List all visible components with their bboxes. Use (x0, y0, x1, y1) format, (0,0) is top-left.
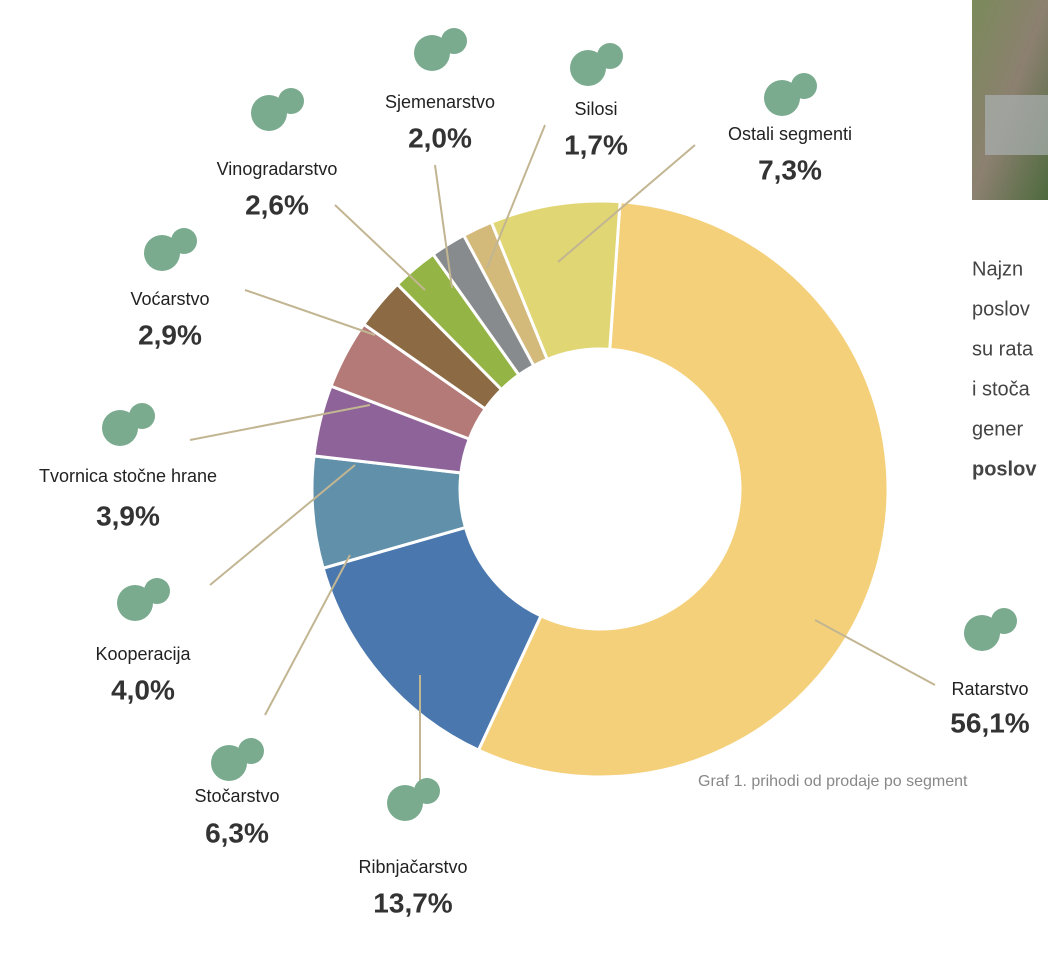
side-text-line: i stoča (972, 378, 1031, 400)
value-label: 4,0% (111, 674, 175, 705)
icon (964, 615, 1000, 651)
icon (570, 50, 606, 86)
category-label: Ostali segmenti (728, 124, 852, 144)
icon (144, 578, 170, 604)
slice (476, 200, 890, 779)
category-label: Stočarstvo (194, 786, 279, 806)
icon (791, 73, 817, 99)
leader-line (334, 204, 426, 291)
icon (129, 403, 155, 429)
value-label: 6,3% (205, 817, 269, 848)
icon (171, 228, 197, 254)
category-label: Ribnjačarstvo (358, 857, 467, 877)
value-label: 1,7% (564, 129, 628, 160)
category-label: Voćarstvo (130, 289, 209, 309)
value-label: 56,1% (950, 707, 1029, 738)
leader-line (209, 464, 356, 586)
leader-line (244, 289, 376, 336)
leader-line (434, 164, 453, 289)
icon (441, 28, 467, 54)
icon (414, 35, 450, 71)
side-text-line: su rata (972, 338, 1034, 360)
category-label: Vinogradarstvo (217, 159, 338, 179)
value-label: 2,0% (408, 122, 472, 153)
leader-line (264, 554, 351, 716)
icon (414, 778, 440, 804)
side-text-line: poslov (972, 298, 1030, 320)
side-text-line: poslov (972, 458, 1037, 480)
icon (387, 785, 423, 821)
value-label: 7,3% (758, 154, 822, 185)
category-label: Ratarstvo (951, 679, 1028, 699)
leader-line (814, 619, 936, 686)
donut-chart: Ratarstvo 56,1% Ribnjačarstvo 13,7% Stočarst… (39, 28, 1030, 918)
icon (764, 80, 800, 116)
icon (597, 43, 623, 69)
leader-line (189, 404, 371, 441)
leader-line (486, 124, 546, 269)
value-label: 2,6% (245, 189, 309, 220)
icon (238, 738, 264, 764)
side-text-line: Najzn (972, 258, 1023, 280)
caption: Graf 1. prihodi od prodaje po segment (698, 773, 968, 790)
icon (991, 608, 1017, 634)
icon (117, 585, 153, 621)
icon (144, 235, 180, 271)
value-label: 3,9% (96, 500, 160, 531)
category-label: Silosi (574, 99, 617, 119)
icon (251, 95, 287, 131)
leader-line (557, 144, 696, 263)
side-text-line: gener (972, 418, 1023, 440)
category-label: Sjemenarstvo (385, 92, 495, 112)
icon (278, 88, 304, 114)
value-label: 13,7% (373, 887, 452, 918)
value-label: 2,9% (138, 319, 202, 350)
slice (489, 199, 622, 362)
icon (211, 745, 247, 781)
photo-building (985, 95, 1048, 155)
category-label: Tvornica stočne hrane (39, 466, 217, 486)
slice (321, 525, 543, 753)
icon (102, 410, 138, 446)
side-text: Najzn poslov su rata i stoča gener poslov (972, 258, 1037, 480)
category-label: Kooperacija (95, 644, 191, 664)
